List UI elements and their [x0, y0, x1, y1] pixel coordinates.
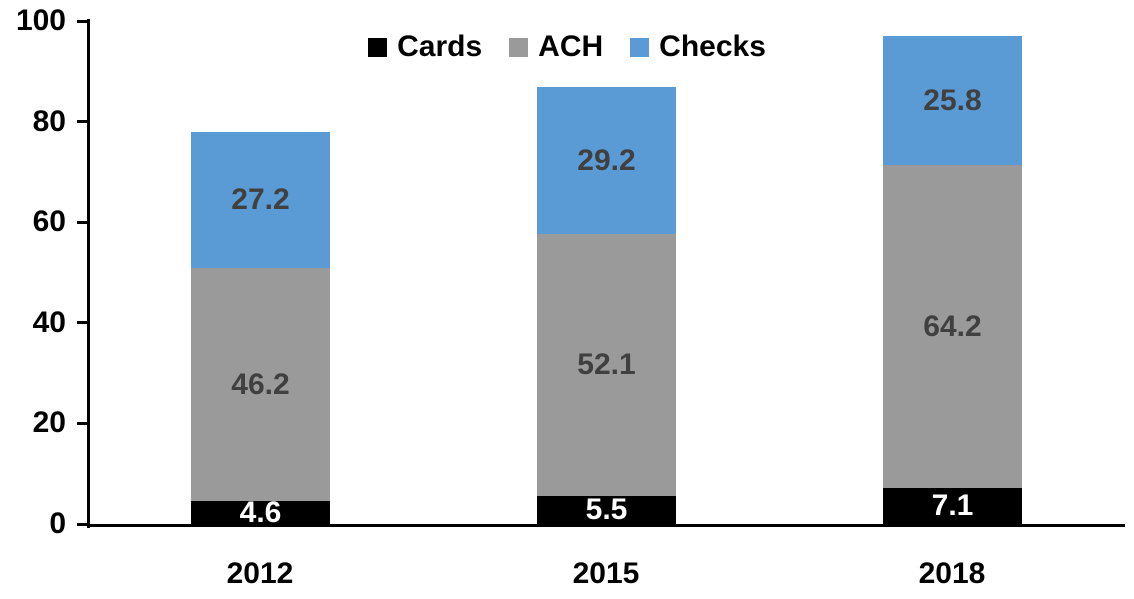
bar-label-2012-ach: 46.2: [231, 368, 290, 401]
y-tick: [77, 523, 87, 526]
y-tick: [77, 20, 87, 23]
y-axis-line: [87, 19, 90, 528]
legend-swatch-ach-icon: [509, 37, 529, 57]
bar-label-2015-ach: 52.1: [577, 348, 636, 381]
y-tick-label: 0: [49, 507, 66, 540]
bar-segment-2012-ach: [191, 268, 330, 501]
x-axis-line: [87, 524, 1125, 527]
y-tick: [77, 221, 87, 224]
legend-label-checks: Checks: [659, 30, 766, 63]
y-tick: [77, 120, 87, 123]
y-tick-label: 100: [15, 4, 66, 37]
y-tick: [77, 321, 87, 324]
x-axis-label-2012: 2012: [226, 557, 294, 590]
bar-label-2015-cards: 5.5: [585, 493, 628, 526]
bar-segment-2018-ach: [883, 165, 1022, 488]
bar-label-2015-checks: 29.2: [577, 144, 636, 177]
legend-item-checks: Checks: [630, 30, 766, 64]
legend-item-cards: Cards: [368, 30, 482, 64]
bar-segment-2012-checks: [191, 132, 330, 268]
x-axis-label-2015: 2015: [572, 557, 640, 590]
bar-segment-2012-cards: [191, 501, 330, 524]
legend-swatch-cards-icon: [368, 37, 388, 57]
y-tick-label: 40: [32, 306, 66, 339]
bar-label-2018-ach: 64.2: [923, 310, 982, 343]
bar-segment-2015-ach: [537, 234, 676, 496]
bar-segment-2018-cards: [883, 488, 1022, 524]
legend-item-ach: ACH: [509, 30, 603, 64]
y-tick-label: 80: [32, 105, 66, 138]
bar-label-2018-checks: 25.8: [923, 84, 982, 117]
bar-label-2018-cards: 7.1: [931, 489, 974, 522]
y-tick-label: 20: [32, 406, 66, 439]
bar-segment-2018-checks: [883, 36, 1022, 165]
bar-segment-2015-checks: [537, 87, 676, 234]
y-tick: [77, 422, 87, 425]
bar-label-2012-checks: 27.2: [231, 183, 290, 216]
legend-swatch-checks-icon: [630, 37, 650, 57]
y-tick-label: 60: [32, 205, 66, 238]
legend-label-cards: Cards: [397, 30, 483, 63]
x-axis-label-2018: 2018: [918, 557, 986, 590]
bar-label-2012-cards: 4.6: [239, 496, 282, 529]
bar-segment-2015-cards: [537, 496, 676, 524]
chart-legend: Cards ACH Checks: [0, 30, 1134, 64]
legend-label-ach: ACH: [538, 30, 604, 63]
